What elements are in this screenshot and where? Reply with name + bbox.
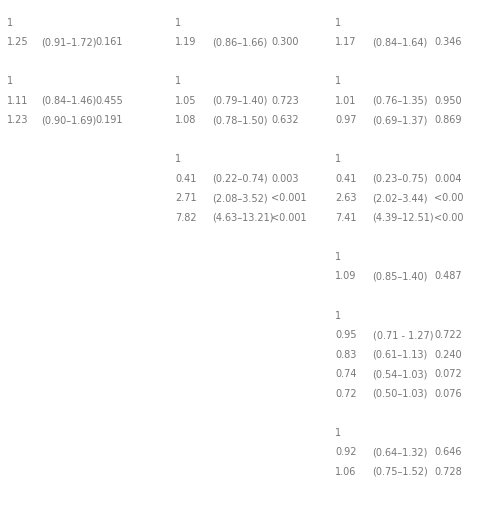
- Text: 0.95: 0.95: [334, 330, 356, 340]
- Text: 0.004: 0.004: [433, 174, 461, 184]
- Text: (0.61–1.13): (0.61–1.13): [372, 350, 427, 359]
- Text: 2.63: 2.63: [334, 193, 356, 203]
- Text: <0.00: <0.00: [433, 213, 463, 223]
- Text: (0.79–1.40): (0.79–1.40): [211, 96, 266, 106]
- Text: 1: 1: [7, 18, 13, 28]
- Text: 0.487: 0.487: [433, 271, 461, 281]
- Text: 2.71: 2.71: [175, 193, 196, 203]
- Text: 1: 1: [7, 77, 13, 86]
- Text: (0.69–1.37): (0.69–1.37): [372, 116, 427, 125]
- Text: 0.722: 0.722: [433, 330, 461, 340]
- Text: <0.00: <0.00: [433, 193, 463, 203]
- Text: (0.91–1.72): (0.91–1.72): [41, 37, 97, 47]
- Text: <0.001: <0.001: [271, 213, 306, 223]
- Text: 7.82: 7.82: [175, 213, 196, 223]
- Text: 7.41: 7.41: [334, 213, 356, 223]
- Text: 1.23: 1.23: [7, 116, 28, 125]
- Text: (0.86–1.66): (0.86–1.66): [211, 37, 266, 47]
- Text: (0.71 - 1.27): (0.71 - 1.27): [372, 330, 432, 340]
- Text: (0.90–1.69): (0.90–1.69): [41, 116, 97, 125]
- Text: (0.84–1.46): (0.84–1.46): [41, 96, 97, 106]
- Text: 0.950: 0.950: [433, 96, 461, 106]
- Text: (2.02–3.44): (2.02–3.44): [372, 193, 427, 203]
- Text: 1.06: 1.06: [334, 466, 356, 477]
- Text: 1: 1: [175, 154, 181, 164]
- Text: 1: 1: [334, 154, 341, 164]
- Text: 1.08: 1.08: [175, 116, 196, 125]
- Text: 1: 1: [334, 252, 341, 262]
- Text: 0.41: 0.41: [175, 174, 196, 184]
- Text: 0.240: 0.240: [433, 350, 461, 359]
- Text: (0.84–1.64): (0.84–1.64): [372, 37, 427, 47]
- Text: (0.54–1.03): (0.54–1.03): [372, 369, 427, 379]
- Text: 1: 1: [334, 428, 341, 438]
- Text: 0.83: 0.83: [334, 350, 356, 359]
- Text: 0.646: 0.646: [433, 447, 461, 457]
- Text: (0.22–0.74): (0.22–0.74): [211, 174, 267, 184]
- Text: 1.19: 1.19: [175, 37, 196, 47]
- Text: (4.39–12.51): (4.39–12.51): [372, 213, 433, 223]
- Text: 0.869: 0.869: [433, 116, 461, 125]
- Text: 1: 1: [175, 77, 181, 86]
- Text: 1.25: 1.25: [7, 37, 28, 47]
- Text: 1: 1: [334, 77, 341, 86]
- Text: (0.23–0.75): (0.23–0.75): [372, 174, 427, 184]
- Text: 1.11: 1.11: [7, 96, 28, 106]
- Text: 0.161: 0.161: [95, 37, 122, 47]
- Text: 0.72: 0.72: [334, 389, 356, 399]
- Text: (0.64–1.32): (0.64–1.32): [372, 447, 427, 457]
- Text: 0.632: 0.632: [271, 116, 298, 125]
- Text: 0.076: 0.076: [433, 389, 461, 399]
- Text: 1.09: 1.09: [334, 271, 356, 281]
- Text: (0.78–1.50): (0.78–1.50): [211, 116, 266, 125]
- Text: <0.001: <0.001: [271, 193, 306, 203]
- Text: 1: 1: [175, 18, 181, 28]
- Text: (4.63–13.21): (4.63–13.21): [211, 213, 273, 223]
- Text: 1: 1: [334, 18, 341, 28]
- Text: 0.003: 0.003: [271, 174, 298, 184]
- Text: 1.01: 1.01: [334, 96, 356, 106]
- Text: (0.85–1.40): (0.85–1.40): [372, 271, 427, 281]
- Text: 0.74: 0.74: [334, 369, 356, 379]
- Text: 1.17: 1.17: [334, 37, 356, 47]
- Text: (2.08–3.52): (2.08–3.52): [211, 193, 267, 203]
- Text: 0.728: 0.728: [433, 466, 461, 477]
- Text: 0.072: 0.072: [433, 369, 461, 379]
- Text: 1: 1: [334, 310, 341, 320]
- Text: (0.50–1.03): (0.50–1.03): [372, 389, 427, 399]
- Text: 0.97: 0.97: [334, 116, 356, 125]
- Text: 0.723: 0.723: [271, 96, 299, 106]
- Text: 0.455: 0.455: [95, 96, 123, 106]
- Text: (0.76–1.35): (0.76–1.35): [372, 96, 427, 106]
- Text: 1.05: 1.05: [175, 96, 196, 106]
- Text: 0.92: 0.92: [334, 447, 356, 457]
- Text: 0.191: 0.191: [95, 116, 122, 125]
- Text: 0.300: 0.300: [271, 37, 298, 47]
- Text: 0.346: 0.346: [433, 37, 461, 47]
- Text: (0.75–1.52): (0.75–1.52): [372, 466, 427, 477]
- Text: 0.41: 0.41: [334, 174, 356, 184]
